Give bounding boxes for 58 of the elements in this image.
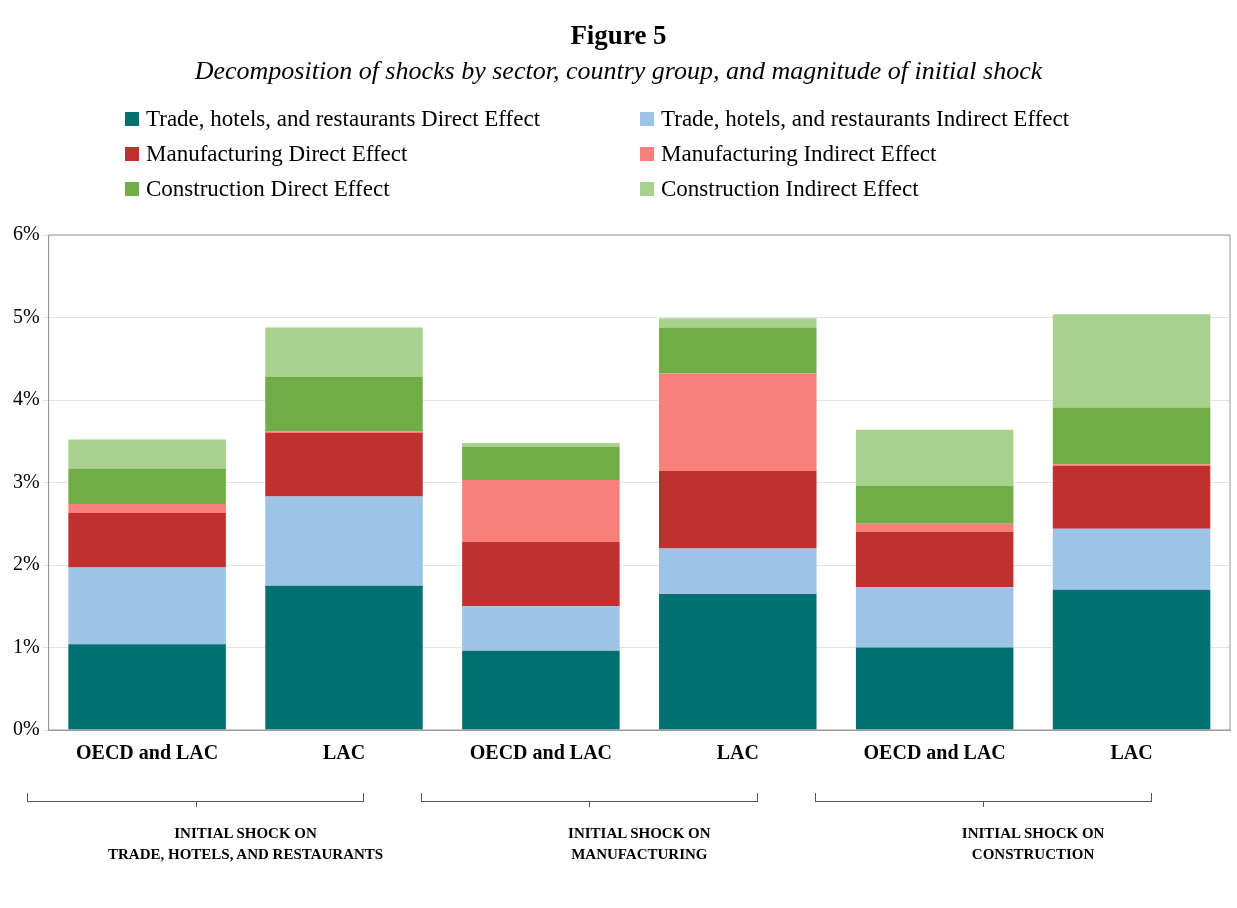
bar — [265, 496, 423, 586]
bar — [1052, 466, 1211, 529]
bar — [1052, 589, 1211, 730]
bar — [855, 485, 1014, 524]
bar — [265, 376, 423, 432]
chart-title: Figure 5 — [569, 20, 668, 51]
bar — [659, 318, 817, 328]
y-tick-label: 4% — [12, 387, 40, 410]
bar — [659, 593, 817, 730]
bar — [462, 480, 620, 542]
bar — [855, 587, 1014, 648]
bar — [68, 503, 226, 514]
bar — [68, 513, 226, 568]
text: INITIAL SHOCK ON TRADE, HOTELS, AND RESTAURANTS — [107, 825, 384, 862]
y-tick-label: 0% — [12, 717, 40, 740]
bar — [265, 585, 423, 730]
bar — [659, 470, 817, 549]
x-tick-label: LAC — [322, 741, 366, 764]
text: INITIAL SHOCK ON MANUFACTURING — [568, 825, 711, 862]
bar — [1052, 528, 1211, 590]
text: INITIAL SHOCK ON CONSTRUCTION — [961, 825, 1105, 862]
bar — [659, 327, 817, 374]
y-tick-label: 5% — [12, 304, 40, 327]
bar — [462, 606, 620, 651]
y-tick-label: 3% — [12, 469, 40, 492]
bar — [265, 433, 423, 497]
bar — [462, 447, 620, 481]
chart-subtitle: Decomposition of shocks by sector, country group, and magnitude of initial shock — [193, 56, 1044, 86]
bar — [68, 567, 226, 645]
bar — [855, 429, 1014, 486]
bar — [659, 548, 817, 594]
bar — [68, 468, 226, 504]
bar — [1052, 407, 1211, 465]
bar — [855, 647, 1014, 730]
bar — [1052, 314, 1211, 408]
legend-label: Construction Indirect Effect — [661, 176, 919, 202]
y-tick-label: 1% — [12, 634, 40, 657]
bar — [855, 532, 1014, 588]
x-tick-label: OECD and LAC — [75, 741, 219, 764]
bar — [462, 442, 620, 448]
legend-label: Trade, hotels, and restaurants Indirect Effect — [661, 106, 1070, 132]
x-tick-label: OECD and LAC — [863, 741, 1006, 764]
bar — [462, 650, 620, 730]
bar — [68, 644, 226, 730]
legend-label: Manufacturing Indirect Effect — [661, 141, 937, 167]
x-tick-label: LAC — [716, 741, 759, 764]
bar — [659, 373, 817, 471]
y-tick-label: 2% — [12, 552, 40, 575]
bar — [462, 541, 620, 607]
bar — [265, 327, 423, 377]
x-tick-label: OECD and LAC — [469, 741, 613, 764]
y-tick-label: 6% — [12, 222, 40, 245]
legend-label: Construction Direct Effect — [146, 176, 390, 202]
bar — [68, 439, 226, 469]
bar — [855, 523, 1014, 532]
x-tick-label: LAC — [1110, 741, 1153, 764]
legend-label: Trade, hotels, and restaurants Direct Effect — [146, 106, 541, 132]
legend-label: Manufacturing Direct Effect — [146, 141, 408, 167]
